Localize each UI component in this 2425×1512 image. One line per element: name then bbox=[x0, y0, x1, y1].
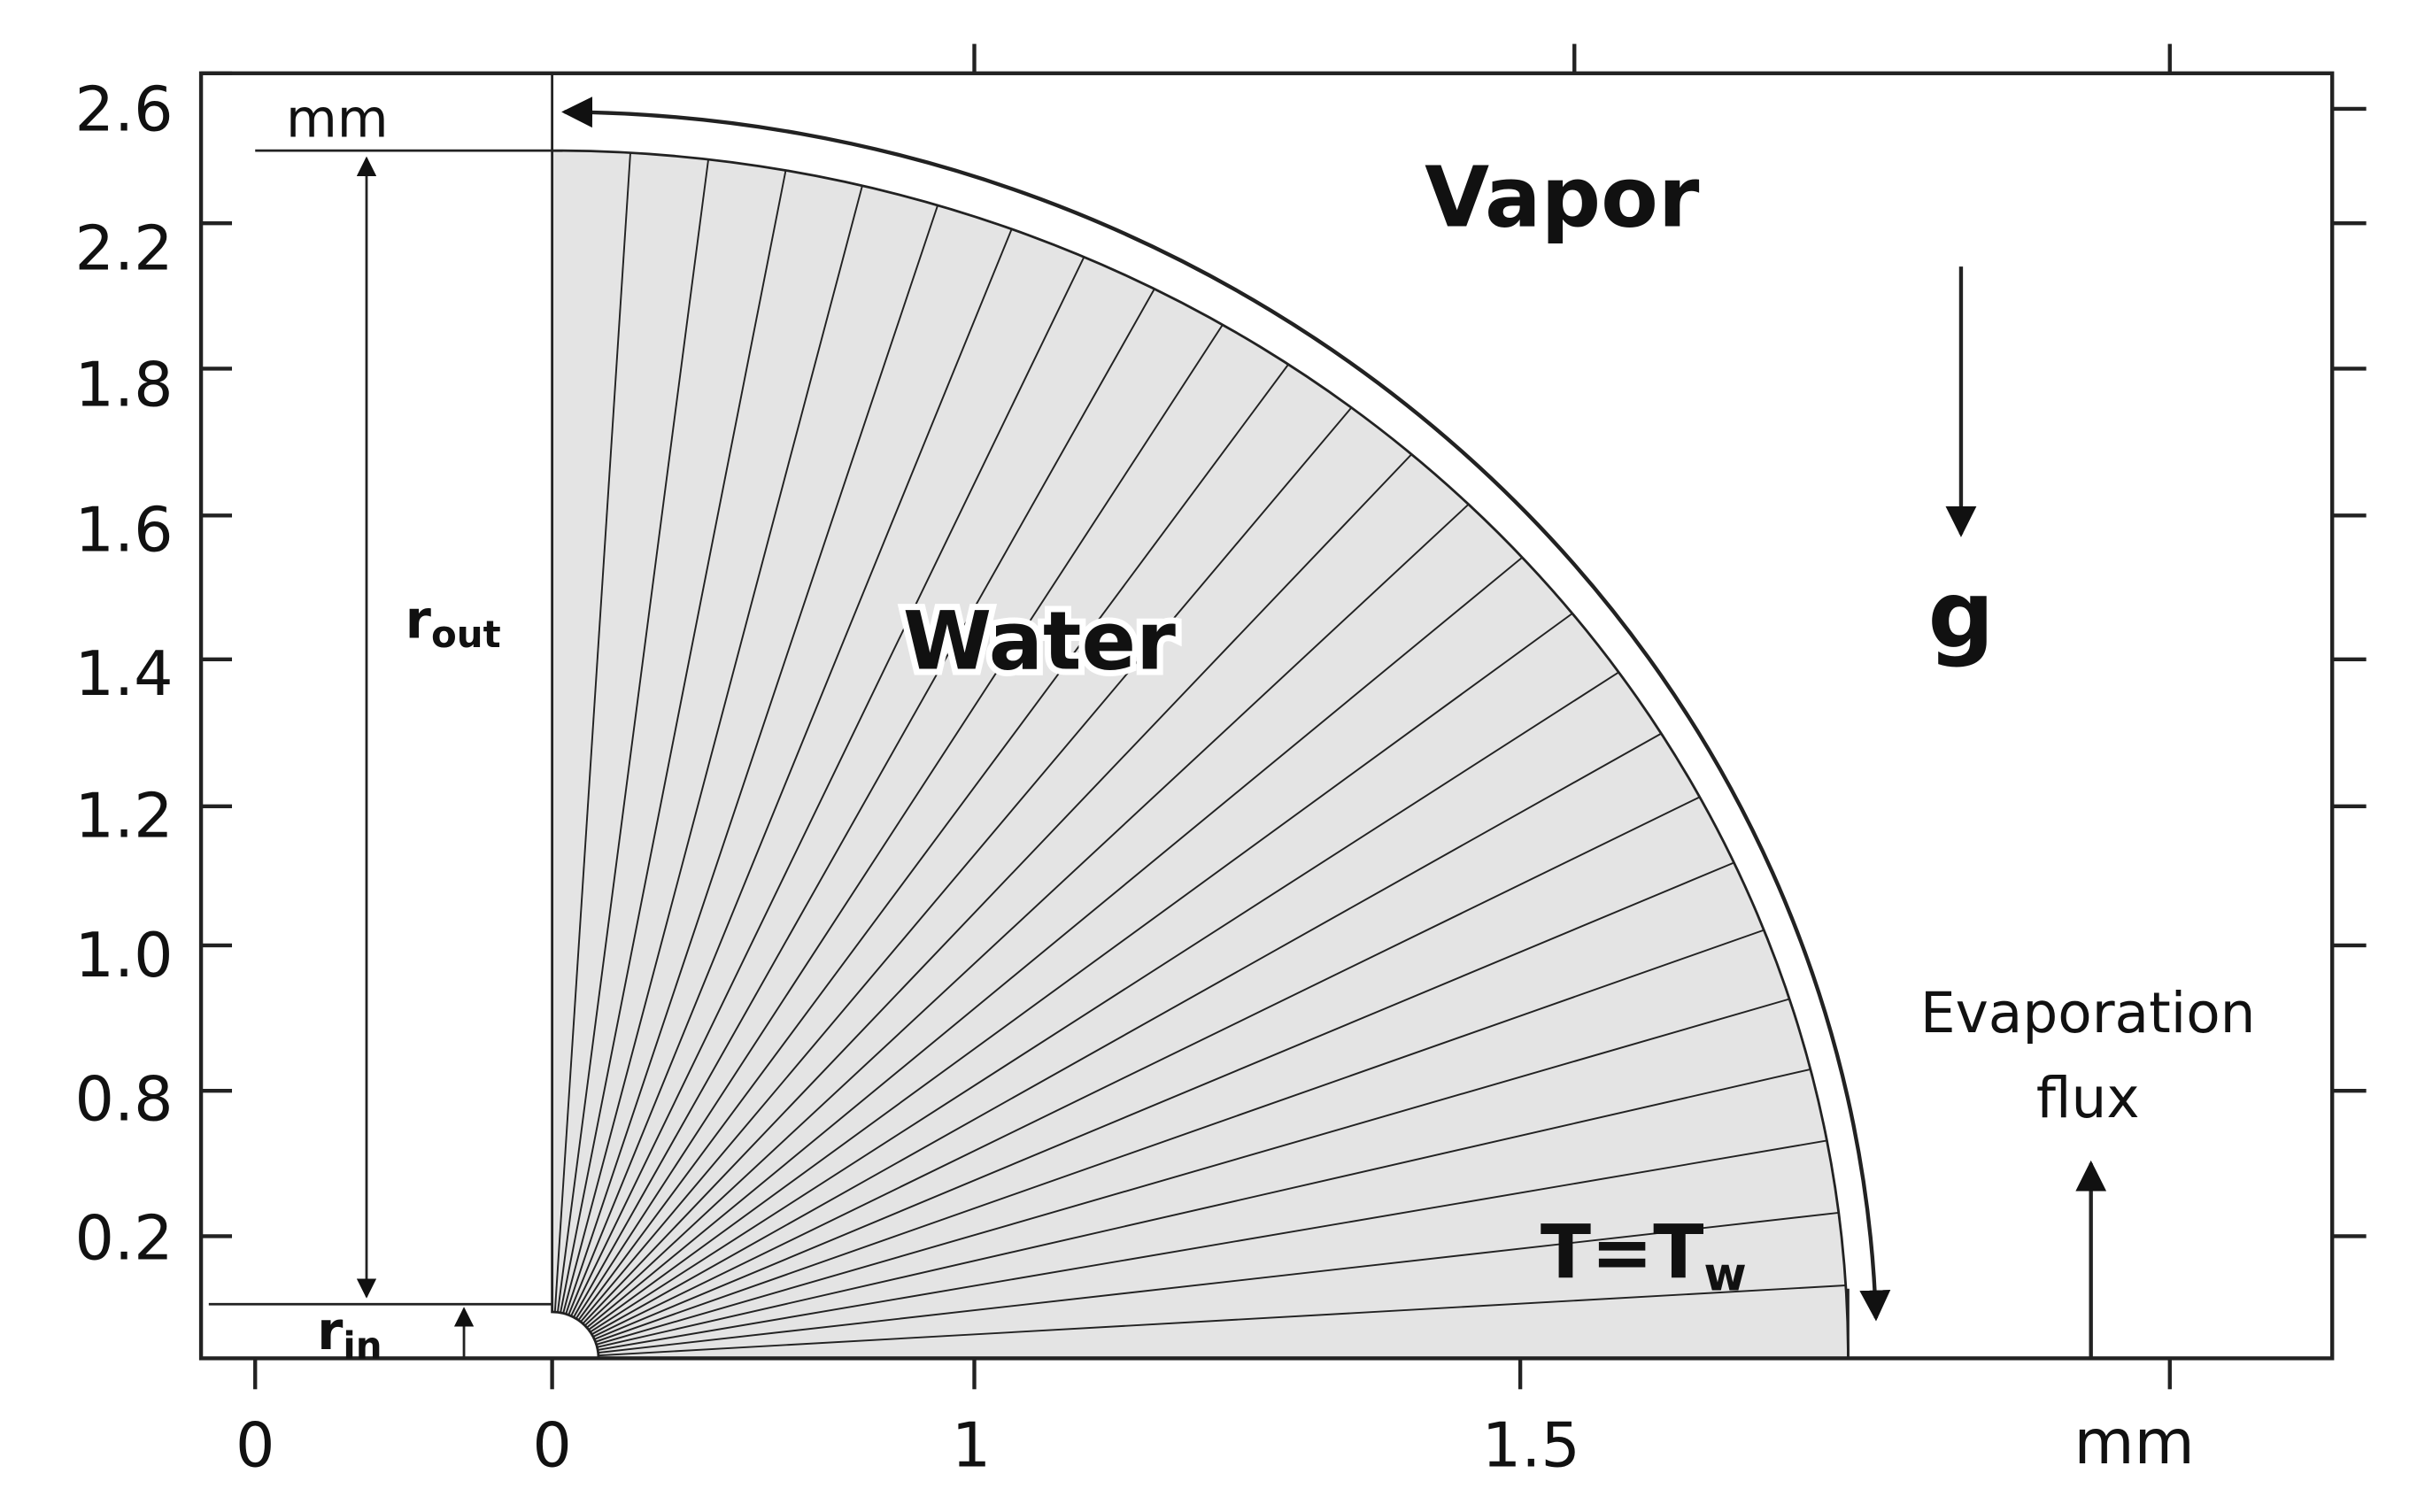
water-region bbox=[551, 149, 1850, 1360]
r-out-label: rout bbox=[405, 590, 501, 655]
boundary-label: T=Tw bbox=[1541, 1209, 1747, 1302]
vapor-label: Vapor bbox=[1425, 150, 1700, 247]
r-in-label: rin bbox=[317, 1301, 382, 1367]
r-out-sub: out bbox=[431, 613, 501, 656]
y-tick-label: 1.2 bbox=[75, 781, 174, 852]
y-tick-label: 1.8 bbox=[75, 349, 174, 420]
x-tick-label: 0 bbox=[532, 1410, 571, 1482]
boundary-sub: w bbox=[1703, 1248, 1746, 1302]
y-unit: mm bbox=[286, 89, 389, 150]
evaporation-label: Evaporation bbox=[1920, 981, 2256, 1045]
interface-arrow bbox=[561, 96, 1891, 1322]
r-in-main: r bbox=[317, 1301, 344, 1362]
x-unit: mm bbox=[2074, 1407, 2195, 1478]
frame bbox=[198, 71, 2335, 1361]
x-tick-label: 1 bbox=[952, 1410, 991, 1482]
y-tick-label: 1.4 bbox=[75, 638, 174, 710]
gravity-label: g bbox=[1927, 561, 1994, 669]
y-tick-label: 0.8 bbox=[75, 1063, 174, 1135]
y-tick-label: 2.6 bbox=[75, 73, 174, 145]
water-label: Water bbox=[903, 595, 1176, 688]
r-out-main: r bbox=[405, 590, 432, 651]
y-tick-label: 1.6 bbox=[75, 495, 174, 567]
boundary-main: T=T bbox=[1541, 1209, 1704, 1296]
y-tick-label: 1.0 bbox=[75, 920, 174, 991]
x-tick-label: 1.5 bbox=[1482, 1410, 1580, 1482]
x-tick-label: 0 bbox=[236, 1410, 274, 1482]
y-tick-label: 2.2 bbox=[75, 213, 174, 285]
evaporation-label: flux bbox=[2036, 1066, 2140, 1130]
ticks: 2.6 2.2 1.8 1.6 1.4 1.2 1.0 0.8 0.2 0 0 1 1.5 bbox=[75, 43, 2367, 1482]
r-in-sub: in bbox=[343, 1323, 382, 1367]
y-tick-label: 0.2 bbox=[75, 1203, 174, 1275]
